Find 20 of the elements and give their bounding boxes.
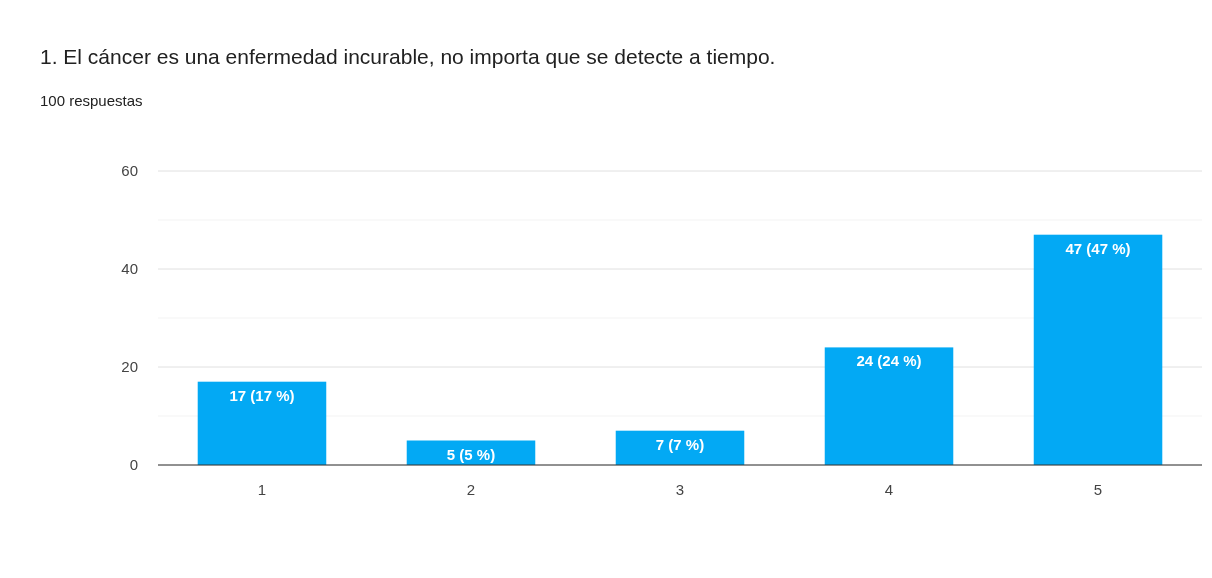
data-label: 47 (47 %) [1065, 239, 1131, 257]
data-label: 24 (24 %) [856, 352, 922, 370]
x-tick-label: 5 [1093, 481, 1103, 498]
bar [197, 381, 327, 465]
chart-subtitle: 100 respuestas [40, 92, 143, 109]
data-label: 7 (7 %) [655, 435, 705, 453]
x-tick-label: 2 [466, 481, 476, 498]
bar [1033, 234, 1163, 465]
data-label: 17 (17 %) [229, 386, 295, 404]
x-tick-label: 1 [257, 481, 267, 498]
bar [615, 430, 745, 465]
y-tick-label: 20 [121, 358, 138, 375]
bar [824, 347, 954, 465]
y-tick-label: 60 [121, 162, 138, 179]
y-tick-label: 0 [129, 456, 138, 473]
chart-title: 1. El cáncer es una enfermedad incurable, no importa que se detecte a tiempo. [40, 45, 776, 68]
x-tick-label: 4 [884, 481, 894, 498]
x-tick-label: 3 [675, 481, 685, 498]
y-tick-label: 40 [121, 260, 138, 277]
data-label: 5 (5 %) [446, 445, 496, 463]
